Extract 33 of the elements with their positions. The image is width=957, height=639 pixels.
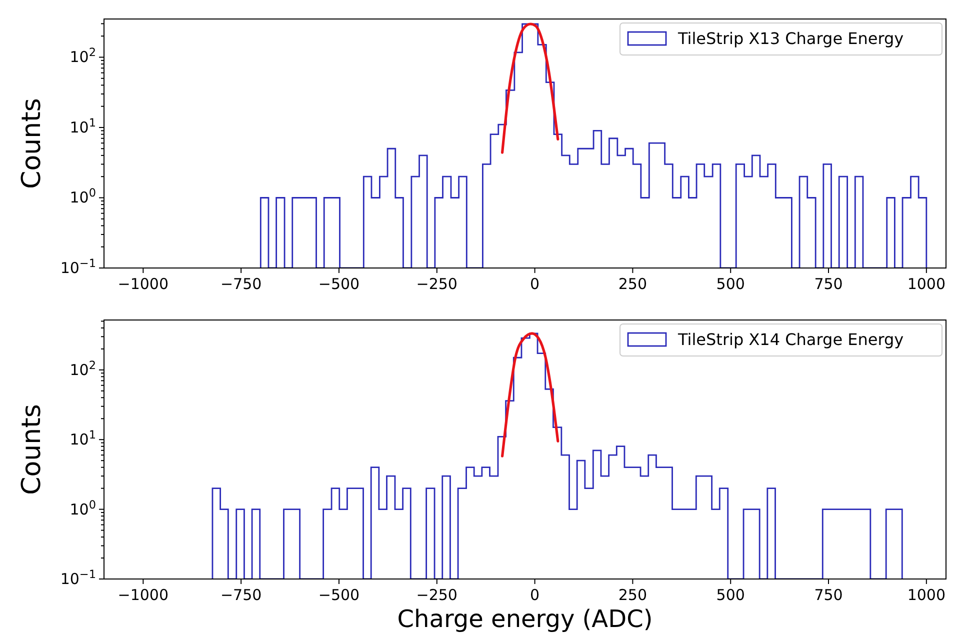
x-tick-label: −750 xyxy=(220,586,262,604)
x-tick-label: −500 xyxy=(318,275,360,293)
y-tick-label: 10$^{1}$ xyxy=(70,116,96,136)
x-tick-label: 1000 xyxy=(907,275,946,293)
x-tick-label: −1000 xyxy=(118,586,169,604)
legend-label: TileStrip X14 Charge Energy xyxy=(677,330,904,349)
x-tick-label: −250 xyxy=(416,586,458,604)
y-tick-label: 10$^{2}$ xyxy=(70,46,96,66)
line-series xyxy=(500,22,560,154)
x-tick-label: 750 xyxy=(814,586,843,604)
x-tick-label: 250 xyxy=(618,275,648,293)
y-tick-label: 10$^{−1}$ xyxy=(60,568,96,588)
x-tick-label: 500 xyxy=(716,586,745,604)
y-tick-label: 10$^{0}$ xyxy=(70,186,96,207)
x-tick-label: −750 xyxy=(220,275,262,293)
x-tick-label: 0 xyxy=(530,586,540,604)
x-tick-label: 0 xyxy=(530,275,540,293)
y-tick-label: 10$^{−1}$ xyxy=(60,256,96,277)
legend-label: TileStrip X13 Charge Energy xyxy=(677,29,904,48)
x-tick-label: 500 xyxy=(716,275,745,293)
y-tick-label: 10$^{2}$ xyxy=(70,358,96,379)
x-tick-label: −250 xyxy=(416,275,458,293)
x-tick-label: 250 xyxy=(618,586,648,604)
y-tick-label: 10$^{0}$ xyxy=(70,498,96,518)
y-axis-title: Counts xyxy=(17,98,47,189)
line-series xyxy=(500,332,560,458)
x-tick-label: −1000 xyxy=(118,275,169,293)
x-axis-title: Charge energy (ADC) xyxy=(397,605,653,633)
x-tick-label: 750 xyxy=(814,275,843,293)
y-tick-label: 10$^{1}$ xyxy=(70,428,96,449)
x-tick-label: −500 xyxy=(318,586,360,604)
x-tick-label: 1000 xyxy=(907,586,946,604)
y-axis-title: Counts xyxy=(17,404,47,495)
